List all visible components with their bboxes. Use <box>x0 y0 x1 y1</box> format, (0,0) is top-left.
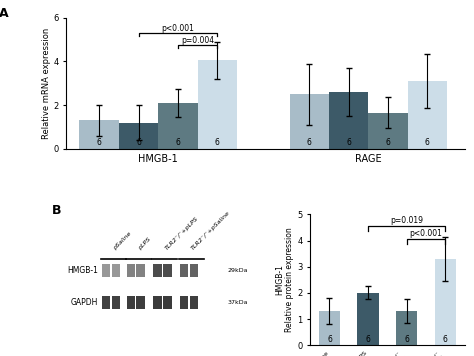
Bar <box>163 264 172 277</box>
Text: p=0.019: p=0.019 <box>390 216 423 225</box>
Bar <box>357 293 379 345</box>
Text: B: B <box>52 204 62 217</box>
Bar <box>102 264 110 277</box>
Text: p<0.001: p<0.001 <box>162 23 194 33</box>
Text: 6: 6 <box>425 138 430 147</box>
Text: 6: 6 <box>175 138 181 147</box>
Text: 6: 6 <box>443 335 447 344</box>
Bar <box>137 264 145 277</box>
Bar <box>190 295 198 309</box>
Bar <box>137 295 145 309</box>
Bar <box>435 259 456 345</box>
Bar <box>329 92 368 149</box>
Text: 29kDa: 29kDa <box>228 268 248 273</box>
Text: TLR2⁻/⁻+pLPS: TLR2⁻/⁻+pLPS <box>164 216 199 251</box>
Bar <box>158 103 198 149</box>
Text: 6: 6 <box>385 138 391 147</box>
Text: 37kDa: 37kDa <box>228 300 248 305</box>
Text: HMGB-1: HMGB-1 <box>67 266 98 275</box>
Bar <box>180 295 189 309</box>
Text: 6: 6 <box>404 335 409 344</box>
Text: 6: 6 <box>327 335 332 344</box>
Text: p=0.004: p=0.004 <box>181 36 214 44</box>
Bar <box>198 61 237 149</box>
Bar <box>290 94 329 149</box>
Text: 6: 6 <box>97 138 101 147</box>
Bar <box>111 264 120 277</box>
Bar <box>153 264 162 277</box>
Text: pSaline: pSaline <box>112 231 132 251</box>
Text: pLPS: pLPS <box>137 237 152 251</box>
Bar <box>153 295 162 309</box>
Bar <box>111 295 120 309</box>
Text: 6: 6 <box>215 138 220 147</box>
Bar <box>190 264 198 277</box>
Bar <box>319 311 340 345</box>
Bar <box>180 264 189 277</box>
Bar <box>163 295 172 309</box>
Text: 6: 6 <box>365 335 371 344</box>
Y-axis label: HMGB-1
Relative protein expression: HMGB-1 Relative protein expression <box>275 227 294 332</box>
Text: GAPDH: GAPDH <box>71 298 98 307</box>
Text: TLR2⁻/⁻+pSaline: TLR2⁻/⁻+pSaline <box>191 210 231 251</box>
Bar <box>127 295 135 309</box>
Text: A: A <box>0 7 9 20</box>
Bar <box>119 122 158 149</box>
Y-axis label: Relative mRNA expression: Relative mRNA expression <box>42 28 51 139</box>
Text: 6: 6 <box>346 138 351 147</box>
Text: 6: 6 <box>136 138 141 147</box>
Bar <box>396 311 417 345</box>
Text: 6: 6 <box>307 138 311 147</box>
Bar <box>102 295 110 309</box>
Text: p<0.001: p<0.001 <box>410 229 442 238</box>
Bar <box>368 113 408 149</box>
Bar <box>408 81 447 149</box>
Bar <box>127 264 135 277</box>
Bar <box>80 120 119 149</box>
